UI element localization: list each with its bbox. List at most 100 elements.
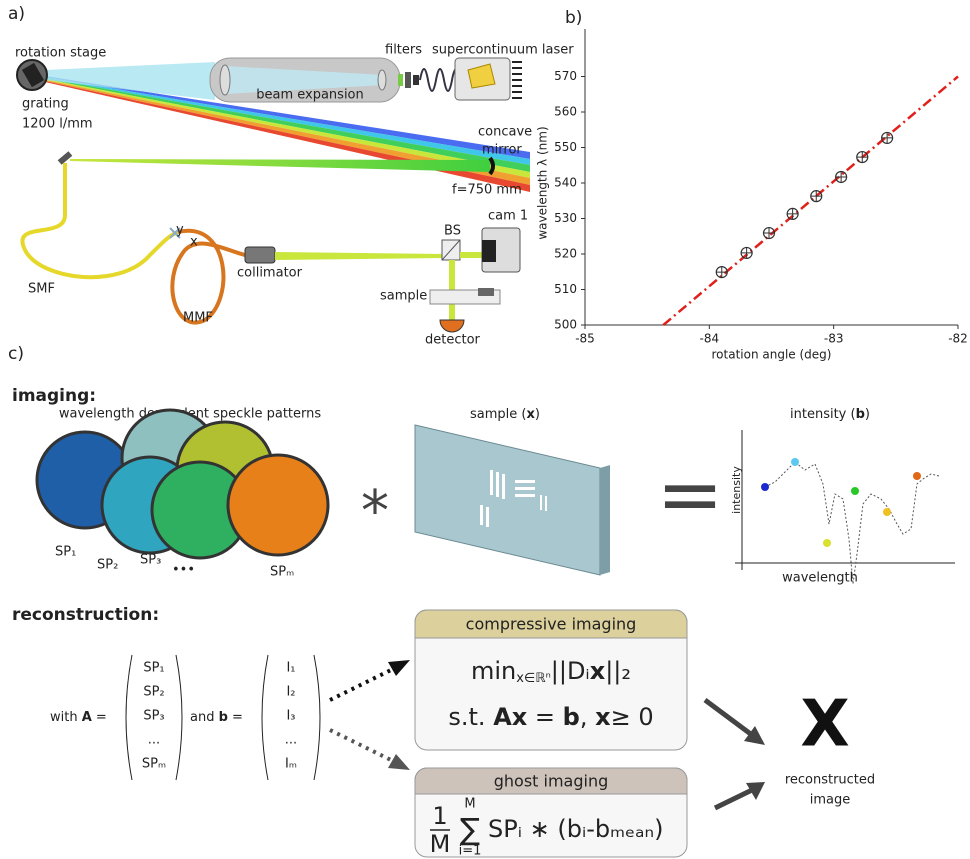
label: x (190, 235, 198, 250)
operator: * (361, 479, 389, 544)
text: s.t. (448, 703, 493, 731)
label: mirror (482, 143, 522, 158)
label: image (810, 793, 851, 808)
text: and (190, 710, 219, 725)
label: concave (478, 125, 532, 140)
label: collimator (237, 266, 303, 281)
label: sample (380, 289, 427, 304)
text: with (50, 710, 82, 725)
text: b (856, 407, 865, 422)
label: 1200 l/mm (22, 117, 93, 132)
text: ) (535, 407, 540, 422)
formula: ∑ (460, 813, 480, 848)
matrix-entry: ... (285, 733, 297, 748)
label: BS (444, 224, 461, 239)
text: = (527, 703, 562, 731)
y-tick-label: 520 (554, 247, 577, 261)
axis-label: intensity (730, 466, 743, 514)
label: SP₃ (140, 553, 161, 568)
intensity-sketch (735, 430, 955, 584)
text: ≥ 0 (611, 703, 654, 731)
text: , (580, 703, 595, 731)
text: sample ( (470, 407, 526, 422)
section-title: reconstruction: (12, 605, 159, 625)
text: x (590, 657, 606, 685)
matrix-entry: ... (148, 733, 160, 748)
y-tick-label: 560 (554, 105, 577, 119)
formula: M (464, 797, 475, 812)
label: sample (x) (470, 407, 540, 422)
matrix-entry: SPₘ (142, 757, 166, 772)
matrix-entry: I₁ (286, 661, 295, 676)
result: X (800, 688, 849, 762)
label: cam 1 (488, 209, 528, 224)
panel-label: b) (565, 8, 582, 28)
y-axis-label: wavelength λ (nm) (536, 126, 550, 239)
label: f=750 mm (452, 183, 522, 198)
chart: 500 510 520 530 540 550 560 570 -85 -84 -83 -82 rota… (536, 29, 968, 362)
label: grating (22, 97, 69, 112)
x-tick-label: -84 (700, 332, 720, 346)
text: x∈ℝⁿ (516, 671, 551, 686)
text: b (563, 703, 580, 731)
text: x (595, 703, 611, 731)
sample-slab (415, 425, 610, 575)
label: and b = (190, 710, 243, 725)
axis-label: wavelength (782, 571, 858, 586)
section-title: imaging: (12, 386, 96, 406)
text: ||Dᵢ (551, 657, 590, 685)
formula: 1 (432, 802, 447, 830)
label: filters (385, 43, 422, 58)
matrix-entry: SP₂ (143, 685, 164, 700)
label: MMF (183, 311, 213, 326)
x-tick-label: -83 (824, 332, 844, 346)
formula: s.t. Ax = b, x≥ 0 (448, 703, 653, 731)
matrix-entry: Iₘ (285, 757, 297, 772)
text: ||₂ (605, 657, 631, 685)
label: SP₁ (55, 545, 76, 560)
label: SPₘ (270, 565, 294, 580)
label: SMF (28, 282, 55, 297)
y-tick-label: 540 (554, 176, 577, 190)
matrix-entry: SP₃ (143, 709, 164, 724)
label: beam expansion (256, 88, 364, 103)
text: A (82, 710, 92, 725)
formula: i=1 (459, 844, 482, 859)
text: = (92, 710, 107, 725)
y-tick-label: 510 (554, 282, 577, 296)
y-tick-label: 530 (554, 211, 577, 225)
formula: SPᵢ ∗ (bᵢ-bₘₑₐₙ) (488, 815, 663, 843)
x-axis-label: rotation angle (deg) (712, 348, 832, 362)
label: intensity (b) (790, 407, 870, 422)
y-tick-label: 570 (554, 69, 577, 83)
text: min (471, 657, 516, 685)
fit-line (663, 77, 958, 326)
x-tick-label: -82 (948, 332, 968, 346)
label: with A = (50, 710, 107, 725)
text: Ax (493, 703, 528, 731)
text: ) (865, 407, 870, 422)
y-tick-label: 550 (554, 140, 577, 154)
x-tick-label: -85 (575, 332, 595, 346)
label: ••• (172, 563, 195, 578)
formula: minx∈ℝⁿ||Dᵢx||₂ (471, 657, 631, 686)
box-title: compressive imaging (466, 615, 637, 634)
label: y (176, 223, 184, 238)
matrix-entry: SP₁ (143, 661, 164, 676)
text: intensity ( (790, 407, 856, 422)
matrix-entry: I₃ (286, 709, 295, 724)
text: b (219, 710, 228, 725)
text: = (228, 710, 243, 725)
panel-label: c) (8, 344, 24, 364)
label: rotation stage (15, 46, 106, 61)
y-tick-label: 500 (554, 318, 577, 332)
matrix-entry: I₂ (286, 685, 295, 700)
panel-label: a) (8, 4, 25, 24)
operator: = (656, 448, 723, 541)
figure: a) b) c) rotation stage (0, 0, 970, 859)
speckle-patterns (37, 410, 328, 558)
label: supercontinuum laser (432, 43, 574, 58)
label: detector (425, 333, 481, 348)
label: reconstructed (785, 773, 875, 788)
box-title: ghost imaging (494, 772, 609, 791)
